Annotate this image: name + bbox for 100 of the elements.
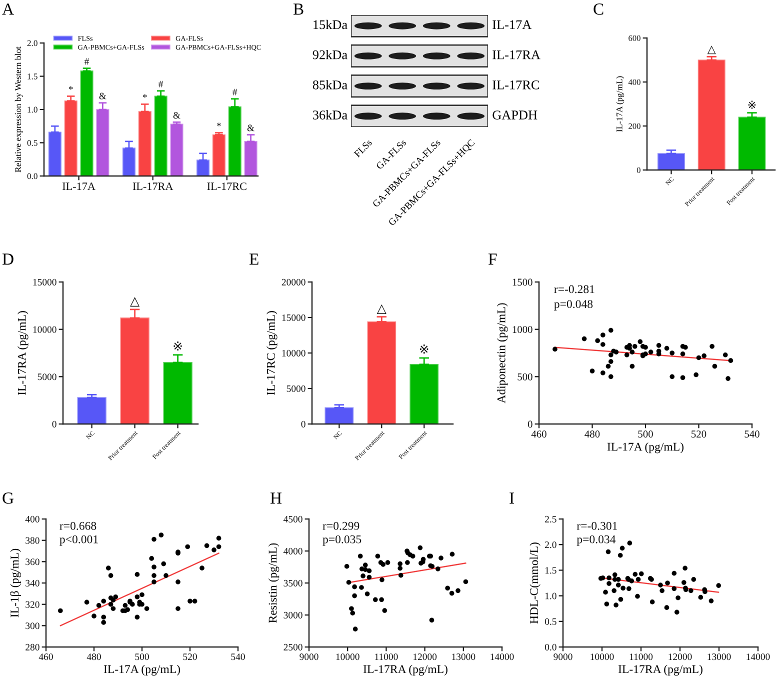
x-tick-label: 12000 [668,654,692,660]
x-tick-label: IL-17RA [132,182,174,190]
data-label: ※ [748,100,756,109]
x-tick-label: 540 [744,430,760,438]
y-tick-label: 0 [301,420,306,428]
x-axis-title: IL-17A (pg/mL) [607,442,684,454]
y-tick-label: 1.5 [28,74,38,80]
data-label: ※ [174,341,182,351]
y-tick-label: 500 [518,373,532,380]
y-tick-label: 3000 [284,612,302,618]
y-tick-label: 200 [628,123,640,129]
text: IL-17RA [492,50,540,60]
x-tick-label: 460 [531,430,546,438]
y-tick-label: 15000 [282,314,306,321]
annotation: p=0.035 [322,535,362,546]
y-axis-title: Adiponectin (pg/mL) [497,303,508,404]
x-tick-label: 10000 [590,654,614,660]
y-tick-label: 1000 [512,326,532,334]
y-tick-label: 600 [628,35,640,41]
y-axis-title: HDL-C(mmol/L) [530,542,540,624]
data-label: # [84,58,90,65]
text: B [293,4,304,15]
x-tick-label: 13000 [452,654,476,660]
y-tick-label: 1500 [512,278,532,286]
data-label: * [142,94,147,98]
y-axis-title: IL-17RC (pg/mL) [266,311,278,396]
x-tick-label: 520 [183,654,197,660]
x-tick-label: 11000 [630,654,653,660]
y-tick-label: 4500 [283,516,302,522]
y-tick-label: 280 [26,644,40,650]
y-tick-label: 2.0 [27,40,38,46]
y-tick-label: 400 [628,79,640,85]
x-tick-label: 480 [86,654,101,660]
y-tick-label: 10000 [282,350,306,356]
y-tick-label: 2.0 [545,542,556,548]
x-tick-label: 480 [584,430,600,438]
y-tick-label: 2500 [284,644,302,650]
chart-title: H [270,492,282,504]
x-tick-label: 520 [692,430,706,438]
data-label: * [216,122,221,126]
data-label: △ [707,46,716,54]
data-label: & [99,92,106,100]
x-tick-label: 14000 [746,654,770,660]
x-tick-label: 500 [135,654,149,660]
x-tick-label: 9000 [554,654,572,660]
chart-title: A [2,4,14,15]
y-axis-title: IL-17A (pg/mL) [616,76,624,132]
y-axis-title: Resistin (pg/mL) [268,543,280,623]
chart-title: E [249,254,258,265]
y-tick-label: 0.5 [544,618,556,625]
annotation: p=0.034 [576,535,616,546]
x-tick-label: 14000 [490,654,514,660]
annotation: r=0.299 [322,522,360,530]
text: 85kDa [312,80,348,90]
y-tick-label: 5000 [38,374,56,380]
y-tick-label: 0 [636,167,640,173]
data-label: & [173,112,180,119]
x-axis-title: IL-17RA (pg/mL) [618,664,702,676]
y-tick-label: 10000 [33,326,56,333]
data-label: ※ [420,344,428,354]
y-axis-title: Relative expression by Western blot [14,46,23,172]
x-tick-label: 10000 [336,654,360,660]
chart-title: I [510,492,514,504]
text: IL-17RC [492,80,540,90]
x-axis-title: IL-17RA (pg/mL) [363,664,448,676]
text: IL-17A [492,20,532,30]
x-tick-label: 12000 [414,654,437,660]
data-label: △ [376,304,386,314]
y-tick-label: 1.0 [28,106,38,113]
data-label: * [68,86,73,90]
x-tick-label: 500 [638,430,653,438]
text: 92kDa [312,50,348,60]
chart-title: G [2,492,14,504]
y-tick-label: 1.5 [545,567,556,574]
x-tick-label: 13000 [708,654,731,660]
y-tick-label: 300 [26,622,40,630]
x-tick-label: 9000 [300,654,318,660]
x-tick-label: 460 [38,654,53,660]
y-tick-label: 400 [25,516,40,522]
y-tick-label: 0.0 [544,644,556,651]
y-tick-label: 0 [52,420,56,428]
data-label: # [232,88,238,96]
data-label: △ [130,297,140,307]
data-label: # [158,80,164,88]
x-tick-label: IL-17A [62,182,96,190]
y-tick-label: 320 [26,601,40,608]
annotation: r=0.668 [60,522,96,530]
y-tick-label: 1.0 [545,592,556,600]
y-tick-label: 2.5 [545,516,556,523]
annotation: p=0.048 [554,300,593,310]
y-tick-label: 3500 [284,580,302,586]
y-axis-title: IL-17RA (pg/mL) [18,311,28,396]
chart-title: F [488,254,497,265]
y-tick-label: 15000 [33,278,56,286]
x-tick-label: IL-17RC [207,182,246,190]
y-tick-label: 4000 [283,548,302,554]
y-tick-label: 0.5 [27,140,38,146]
data-label: & [247,124,254,132]
text: 15kDa [314,20,348,30]
x-axis-title: IL-17A (pg/mL) [104,664,180,676]
